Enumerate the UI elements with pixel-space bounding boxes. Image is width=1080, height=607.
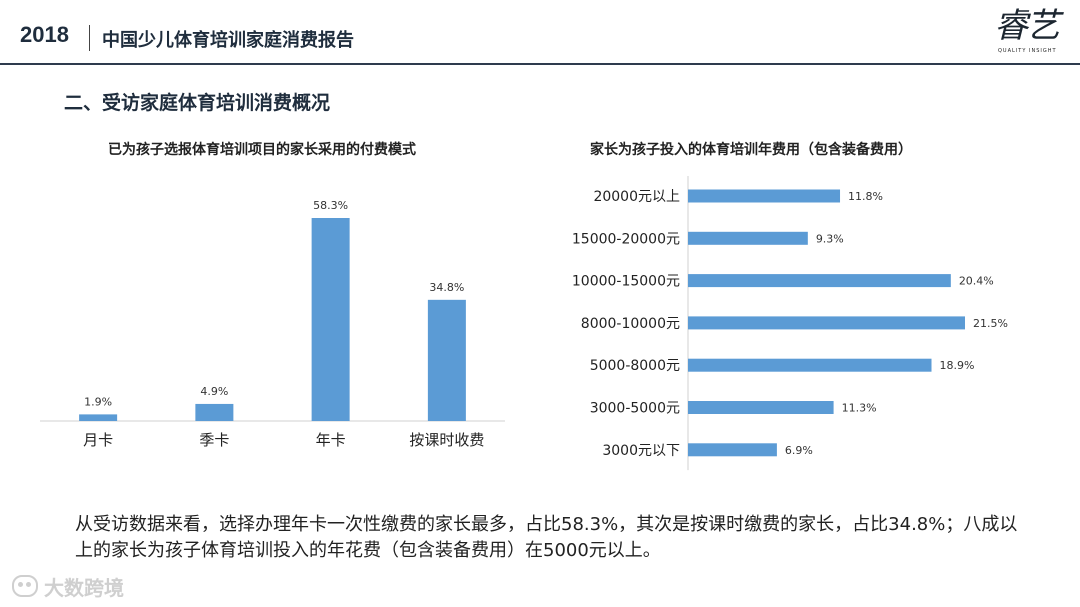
category-label: 20000元以上	[593, 189, 680, 205]
data-label: 4.9%	[200, 385, 228, 398]
footer-brand: 大数跨境	[12, 572, 124, 600]
data-label: 18.9%	[940, 359, 975, 372]
category-label: 年卡	[316, 431, 346, 449]
category-label: 3000-5000元	[590, 401, 680, 417]
data-label: 11.8%	[848, 190, 883, 203]
data-label: 11.3%	[842, 402, 877, 415]
data-label: 20.4%	[959, 275, 994, 288]
header-rule	[0, 63, 1080, 65]
bar	[688, 231, 808, 245]
brand-logo-icon	[12, 575, 38, 597]
annual-cost-bar-chart: 11.8% 20000元以上 9.3% 15000-20000元 20.4% 10000-…	[572, 176, 1008, 471]
category-label: 10000-15000元	[572, 274, 680, 290]
brand-logo-subtext: QUALITY INSIGHT	[998, 48, 1057, 54]
bar	[79, 414, 118, 421]
data-label: 9.3%	[816, 232, 844, 245]
brand-logo-mark: 睿艺	[994, 6, 1060, 46]
bar	[688, 443, 777, 457]
header-separator	[89, 25, 90, 51]
category-label: 3000元以下	[602, 443, 680, 459]
brand-logo: 睿艺 QUALITY INSIGHT	[990, 6, 1060, 60]
bar	[688, 358, 932, 372]
payment-mode-chart-title: 已为孩子选报体育培训项目的家长采用的付费模式	[108, 142, 416, 158]
data-label: 1.9%	[84, 395, 112, 408]
data-label: 21.5%	[973, 317, 1008, 330]
category-label: 15000-20000元	[572, 231, 680, 247]
section-title: 二、受访家庭体育培训消费概况	[64, 92, 331, 114]
data-label: 58.3%	[313, 199, 348, 212]
report-title: 中国少儿体育培训家庭消费报告	[102, 30, 354, 51]
bar	[688, 401, 834, 414]
category-label: 季卡	[199, 431, 229, 449]
category-label: 8000-10000元	[581, 316, 680, 332]
bar	[688, 316, 965, 330]
payment-mode-bar-chart: 1.9% 月卡 4.9% 季卡 58.3% 年卡 34.8% 按课时收费	[40, 199, 505, 449]
annual-cost-chart-title: 家长为孩子投入的体育培训年费用（包含装备费用）	[590, 142, 912, 158]
bar	[311, 218, 350, 421]
bar	[427, 299, 466, 421]
bar	[195, 403, 234, 421]
bar	[688, 274, 951, 288]
report-year: 2018	[20, 22, 69, 47]
summary-text: 从受访数据来看，选择办理年卡一次性缴费的家长最多，占比58.3%，其次是按课时缴…	[75, 514, 1018, 561]
header: 2018 中国少儿体育培训家庭消费报告 睿艺 QUALITY INSIGHT	[0, 0, 1080, 62]
bar	[688, 189, 841, 203]
data-label: 6.9%	[785, 444, 813, 457]
category-label: 月卡	[83, 431, 113, 449]
category-label: 按课时收费	[409, 431, 484, 449]
data-label: 34.8%	[429, 281, 464, 294]
footer-brand-name: 大数跨境	[44, 575, 124, 600]
category-label: 5000-8000元	[590, 358, 680, 374]
